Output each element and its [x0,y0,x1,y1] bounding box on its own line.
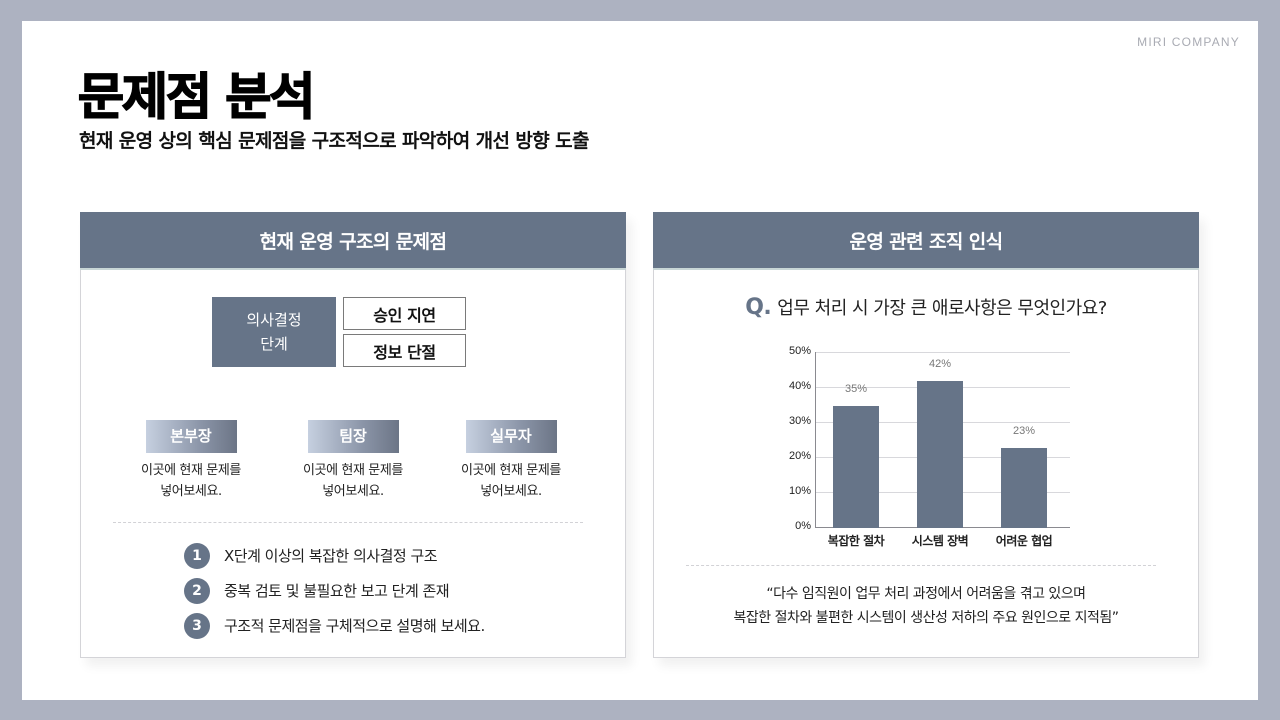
role-desc-line: 이곳에 현재 문제를 [461,463,561,478]
role-card-staff: 실무자 이곳에 현재 문제를 넣어보세요. [421,420,601,502]
brand-label: MIRI COMPANY [1137,35,1240,49]
list-item: 3 구조적 문제점을 구체적으로 설명해 보세요. [184,608,485,643]
list-item: 1 X단계 이상의 복잡한 의사결정 구조 [184,538,485,573]
dashed-divider [686,565,1156,566]
question-text: 업무 처리 시 가장 큰 애로사항은 무엇인가요? [777,298,1107,319]
panel-body: 의사결정 단계 승인 지연 정보 단절 본부장 이곳에 현재 문제를 넣어보세요… [80,270,626,658]
y-tick: 10% [788,485,811,497]
point-text: 구조적 문제점을 구체적으로 설명해 보세요. [224,617,485,635]
bar-difficult-collaboration [1001,447,1047,528]
x-tick-label: 시스템 장벽 [911,534,969,548]
point-text: X단계 이상의 복잡한 의사결정 구조 [224,547,438,565]
panel-header: 운영 관련 조직 인식 [653,212,1199,270]
x-tick-label: 복잡한 절차 [827,534,885,548]
page-subtitle: 현재 운영 상의 핵심 문제점을 구조적으로 파악하여 개선 방향 도출 [79,130,590,152]
y-tick: 40% [788,380,811,392]
slide: MIRI COMPANY 문제점 분석 현재 운영 상의 핵심 문제점을 구조적… [22,21,1258,700]
list-item: 2 중복 검토 및 불필요한 보고 단계 존재 [184,573,485,608]
role-card-team-lead: 팀장 이곳에 현재 문제를 넣어보세요. [263,420,443,502]
quote-line: 복잡한 절차와 불편한 시스템이 생산성 저하의 주요 원인으로 지적됨” [733,610,1120,626]
survey-question: Q. 업무 처리 시 가장 큰 애로사항은 무엇인가요? [654,294,1198,320]
decision-stage-line1: 의사결정 [246,311,302,329]
role-card-head: 본부장 이곳에 현재 문제를 넣어보세요. [101,420,281,502]
panel-header: 현재 운영 구조의 문제점 [80,212,626,270]
issue-box-info-disconnect: 정보 단절 [343,334,466,367]
number-badge: 1 [184,542,210,569]
role-desc-line: 넣어보세요. [322,484,384,499]
bar-complex-procedure [833,405,879,528]
number-badge: 3 [184,612,210,639]
x-tick-label: 어려운 협업 [995,534,1053,548]
dashed-divider [113,522,583,523]
y-tick: 20% [788,450,811,462]
bar-value-label: 23% [1012,424,1036,437]
decision-stage-line2: 단계 [260,335,288,353]
bar-chart: 50% 40% 30% 20% 10% 0% 35% 42% 23% [759,340,1089,548]
role-tag: 본부장 [145,420,237,453]
issue-box-approval-delay: 승인 지연 [343,297,466,330]
bar-value-label: 42% [928,358,952,370]
decision-stage-box: 의사결정 단계 [212,297,336,367]
role-tag: 실무자 [465,420,557,453]
y-tick: 30% [788,415,811,427]
panel-body: Q. 업무 처리 시 가장 큰 애로사항은 무엇인가요? 50% 40% 30% … [653,270,1199,658]
number-badge: 2 [184,577,210,604]
operating-structure-panel: 현재 운영 구조의 문제점 의사결정 단계 승인 지연 정보 단절 본부장 이곳… [80,212,626,658]
quote-line: “다수 임직원이 업무 처리 과정에서 어려움을 겪고 있으며 [766,586,1086,602]
question-mark-label: Q. [745,295,772,320]
role-desc-line: 이곳에 현재 문제를 [303,463,403,478]
role-desc: 이곳에 현재 문제를 넣어보세요. [101,460,281,502]
role-tag: 팀장 [307,420,399,453]
role-desc: 이곳에 현재 문제를 넣어보세요. [263,460,443,502]
org-perception-panel: 운영 관련 조직 인식 Q. 업무 처리 시 가장 큰 애로사항은 무엇인가요? … [653,212,1199,658]
role-desc-line: 넣어보세요. [480,484,542,499]
y-tick: 50% [788,345,811,357]
gridline [815,352,1070,353]
bar-system-barrier [917,381,963,528]
summary-quote: “다수 임직원이 업무 처리 과정에서 어려움을 겪고 있으며 복잡한 절차와 … [654,582,1198,630]
problem-points-list: 1 X단계 이상의 복잡한 의사결정 구조 2 중복 검토 및 불필요한 보고 … [184,538,485,643]
role-desc: 이곳에 현재 문제를 넣어보세요. [421,460,601,502]
point-text: 중복 검토 및 불필요한 보고 단계 존재 [224,582,450,600]
role-desc-line: 이곳에 현재 문제를 [141,463,241,478]
y-tick: 0% [795,520,811,532]
y-axis [815,352,816,528]
role-desc-line: 넣어보세요. [160,484,222,499]
bar-value-label: 35% [844,382,868,395]
page-title: 문제점 분석 [77,67,316,127]
